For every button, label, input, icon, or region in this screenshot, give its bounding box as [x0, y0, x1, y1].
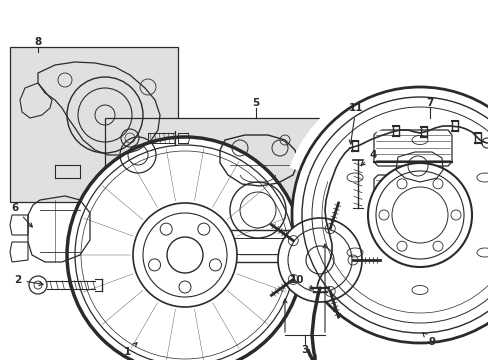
FancyBboxPatch shape: [367, 118, 487, 238]
Text: 7: 7: [426, 98, 433, 108]
Text: 6: 6: [11, 203, 32, 227]
Text: 11: 11: [348, 103, 363, 144]
Circle shape: [291, 87, 488, 343]
Circle shape: [278, 218, 361, 302]
Text: 4: 4: [360, 150, 376, 165]
FancyBboxPatch shape: [105, 118, 362, 268]
Text: 10: 10: [289, 275, 313, 289]
Text: 1: 1: [123, 343, 137, 357]
Text: 8: 8: [34, 37, 41, 47]
FancyBboxPatch shape: [10, 47, 178, 202]
Circle shape: [367, 163, 471, 267]
Text: 3: 3: [301, 345, 308, 355]
Text: 5: 5: [252, 98, 259, 108]
Text: 9: 9: [422, 333, 435, 347]
Text: 2: 2: [14, 275, 43, 285]
Circle shape: [67, 137, 303, 360]
Circle shape: [133, 203, 237, 307]
